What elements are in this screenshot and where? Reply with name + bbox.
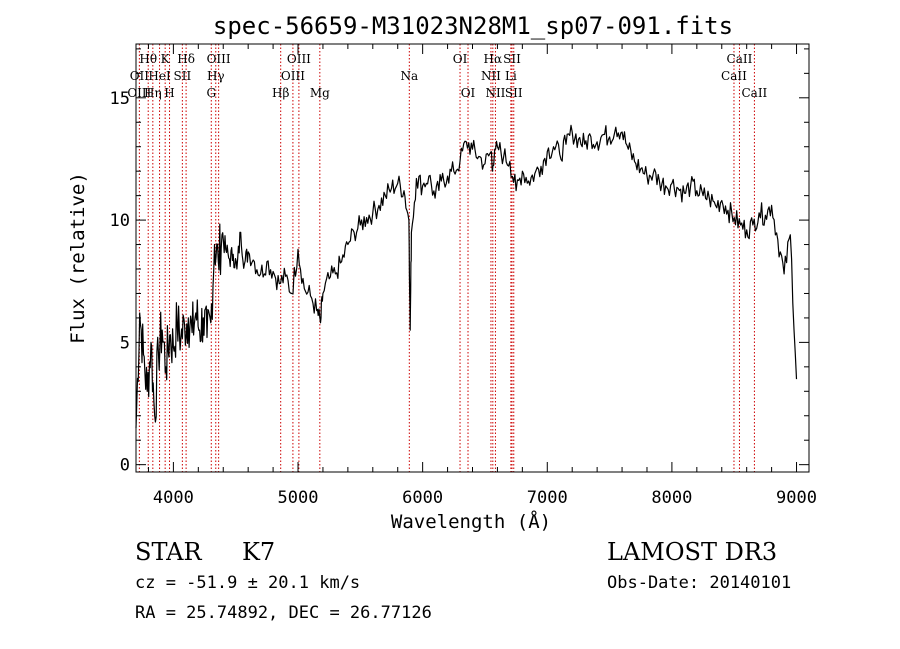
- line-label: SII: [174, 69, 192, 83]
- line-label: Hα: [484, 52, 503, 66]
- line-label: H: [164, 86, 174, 100]
- line-label: OIII: [287, 52, 311, 66]
- chart-title: spec-56659-M31023N28M1_sp07-091.fits: [213, 12, 733, 40]
- object-subclass: K7: [242, 538, 276, 566]
- line-label: Hη: [144, 86, 162, 100]
- line-label: Mg: [310, 86, 330, 100]
- line-label: Hθ: [139, 52, 157, 66]
- x-tick-label: 9000: [776, 488, 817, 508]
- plot-frame: [135, 43, 810, 473]
- x-axis: 4000 5000 6000 7000 8000 9000: [147, 44, 817, 508]
- y-tick-label: 10: [110, 211, 130, 231]
- y-tick-label: 15: [110, 89, 130, 109]
- line-label: CaII: [727, 52, 753, 66]
- y-axis: 0 5 10 15: [110, 48, 809, 476]
- y-tick-label: 0: [120, 456, 130, 476]
- line-label: NII: [485, 86, 505, 100]
- spectrum-series-line: [135, 124, 798, 429]
- x-tick-label: 7000: [527, 488, 568, 508]
- line-label: SII: [505, 86, 523, 100]
- y-axis-label: Flux (relative): [67, 172, 89, 344]
- line-label: OIII: [207, 52, 231, 66]
- y-tick-label: 5: [120, 333, 130, 353]
- obs-date: Obs-Date: 20140101: [607, 573, 792, 593]
- line-label: CaII: [741, 86, 767, 100]
- coordinates: RA = 25.74892, DEC = 26.77126: [135, 603, 432, 623]
- line-label: SII: [503, 52, 521, 66]
- line-label: Hδ: [177, 52, 195, 66]
- line-label: NII: [481, 69, 501, 83]
- line-label: HeI: [148, 69, 171, 83]
- redshift-readout: cz = -51.9 ± 20.1 km/s: [135, 573, 361, 593]
- object-class: STAR: [135, 538, 202, 566]
- line-label: OIII: [127, 86, 151, 100]
- line-label: Hβ: [272, 86, 289, 100]
- line-label: OIII: [281, 69, 305, 83]
- x-tick-label: 4000: [153, 488, 194, 508]
- line-marks: [138, 44, 755, 472]
- line-label: Hγ: [207, 69, 225, 83]
- line-label: CaII: [721, 69, 747, 83]
- survey-name: LAMOST DR3: [607, 538, 778, 566]
- x-axis-label: Wavelength (Å): [391, 510, 551, 533]
- line-label: Na: [400, 69, 418, 83]
- line-label: G: [206, 86, 216, 100]
- line-label: OII: [130, 69, 150, 83]
- line-label: OI: [461, 86, 476, 100]
- line-label: K: [161, 52, 171, 66]
- line-label: OI: [453, 52, 468, 66]
- line-label: Li: [505, 69, 517, 83]
- x-tick-label: 5000: [278, 488, 319, 508]
- x-tick-label: 8000: [651, 488, 692, 508]
- x-tick-label: 6000: [402, 488, 443, 508]
